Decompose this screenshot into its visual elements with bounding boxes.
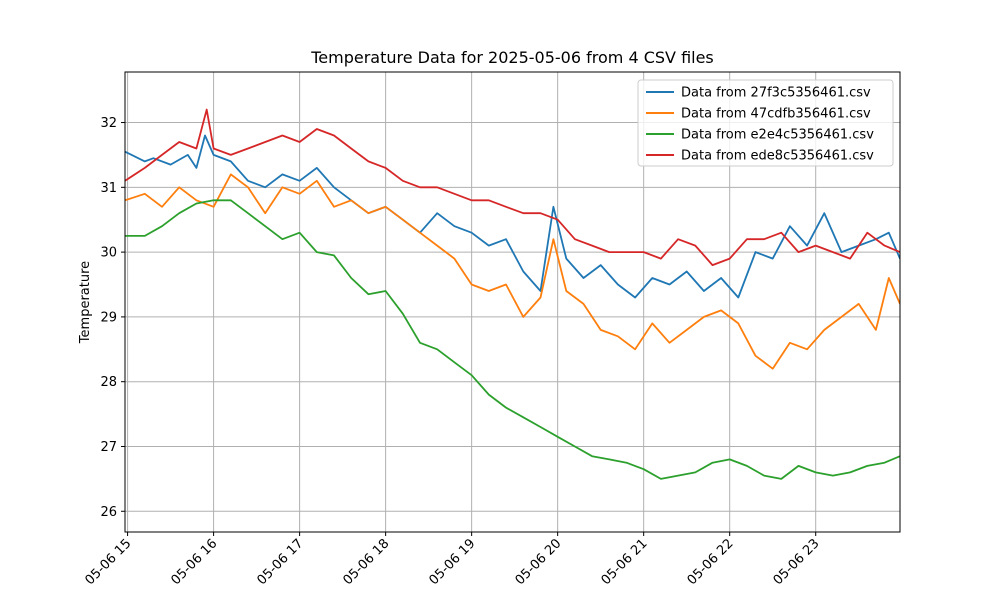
legend-label-1: Data from 27f3c5356461.csv [681, 86, 871, 101]
y-tick-label: 31 [100, 181, 117, 196]
y-tick-label: 30 [100, 246, 117, 261]
plot-frame [124, 71, 901, 533]
series-line-3 [125, 199, 900, 480]
legend-label-3: Data from e2e4c5356461.csv [681, 128, 874, 143]
y-tick-label: 32 [100, 116, 117, 131]
y-tick-label: 29 [100, 310, 117, 325]
y-axis-label: Temperature [78, 261, 93, 344]
chart-title: Temperature Data for 2025-05-06 from 4 C… [310, 48, 714, 67]
series-line-2 [125, 173, 900, 370]
series-line-1 [125, 134, 900, 299]
legend-label-4: Data from ede8c5356461.csv [681, 149, 874, 164]
series-layer [125, 108, 900, 480]
series-line-4 [125, 108, 900, 267]
legend-box [637, 79, 894, 167]
y-tick-label: 28 [100, 375, 117, 390]
legend-label-2: Data from 47cdfb356461.csv [681, 107, 871, 122]
legend: Data from 27f3c5356461.csv Data from 47cd… [637, 79, 894, 167]
y-axis: 26 27 28 29 30 31 32 [100, 116, 125, 520]
y-tick-label: 26 [100, 505, 117, 520]
y-tick-label: 27 [100, 440, 117, 455]
